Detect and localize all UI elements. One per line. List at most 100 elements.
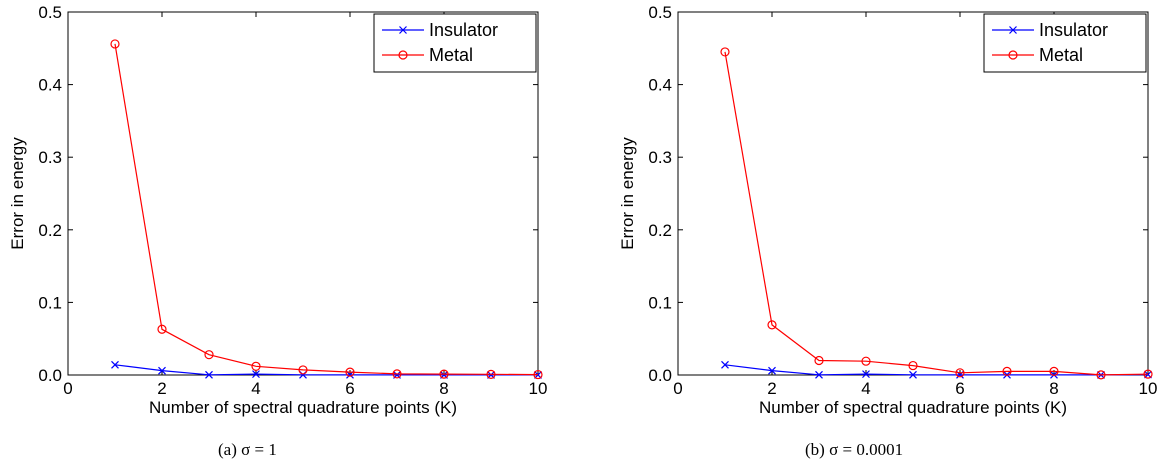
data-point	[111, 360, 119, 369]
marker-stroke	[158, 366, 166, 375]
data-point	[158, 366, 166, 375]
data-point	[767, 320, 777, 330]
marker-stroke	[299, 370, 307, 379]
data-point	[721, 360, 729, 369]
series-insulator	[721, 360, 1152, 379]
y-tick-label: 0.1	[38, 293, 62, 312]
data-point	[252, 370, 260, 379]
caption-right: (b) σ = 0.0001	[805, 440, 904, 459]
x-tick-label: 4	[251, 379, 260, 398]
legend-marker	[398, 50, 408, 60]
x-tick-label: 4	[861, 379, 870, 398]
series-metal	[720, 47, 1153, 380]
series-line	[724, 51, 1149, 376]
series-line	[114, 43, 539, 376]
y-tick-label: 0.3	[38, 148, 62, 167]
marker-stroke	[768, 366, 776, 375]
data-point	[862, 370, 870, 379]
y-tick-label: 0.5	[38, 3, 62, 22]
x-tick-label: 8	[1049, 379, 1058, 398]
data-point	[908, 360, 918, 371]
x-tick-label: 10	[529, 379, 548, 398]
y-tick-label: 0.2	[38, 221, 62, 240]
data-point	[205, 370, 213, 379]
marker-stroke	[721, 360, 729, 369]
y-tick-label: 0.0	[648, 366, 672, 385]
legend: Insulator Metal	[983, 13, 1147, 73]
legend: Insulator Metal	[373, 13, 537, 73]
y-axis-label: Error in energy	[618, 137, 637, 250]
marker-stroke	[205, 370, 213, 379]
data-point	[534, 371, 542, 379]
series-line	[114, 364, 538, 376]
legend-item-metal: Metal	[382, 45, 473, 65]
data-point	[533, 369, 543, 380]
legend-label: Insulator	[1039, 20, 1108, 40]
x-axis-label: Number of spectral quadrature points (K)	[149, 398, 457, 417]
y-tick-label: 0.3	[648, 148, 672, 167]
y-tick-label: 0.4	[38, 76, 62, 95]
series-metal	[110, 39, 543, 380]
y-axis-label: Error in energy	[8, 137, 27, 250]
data-point	[768, 366, 776, 375]
marker-stroke	[909, 370, 917, 379]
data-point	[157, 324, 167, 334]
legend-item-insulator: Insulator	[992, 20, 1108, 40]
marker-stroke	[252, 370, 260, 379]
data-point	[1143, 369, 1153, 379]
marker-stroke	[111, 360, 119, 369]
series-insulator	[111, 360, 542, 379]
legend-label: Metal	[429, 45, 473, 65]
y-tick-label: 0.2	[648, 221, 672, 240]
x-tick-label: 2	[157, 379, 166, 398]
legend-item-insulator: Insulator	[382, 20, 498, 40]
legend-item-metal: Metal	[992, 45, 1083, 65]
x-tick-label: 6	[955, 379, 964, 398]
data-point	[861, 356, 871, 366]
data-point	[299, 370, 307, 379]
caption-left: (a) σ = 1	[218, 440, 277, 459]
legend-box	[373, 13, 537, 73]
y-tick-label: 0.1	[648, 293, 672, 312]
data-point	[1096, 370, 1106, 380]
legend-label: Metal	[1039, 45, 1083, 65]
y-tick-label: 0.4	[648, 76, 672, 95]
data-point	[486, 369, 496, 379]
data-point	[955, 368, 965, 378]
data-point	[1049, 366, 1059, 376]
chart-1: 0 2 4 6 8 10 0.0 0.1 0.2 0.3 0.4 0.5 Number of spect…	[618, 3, 1157, 417]
x-tick-label: 2	[767, 379, 776, 398]
data-point	[909, 370, 917, 379]
series-line	[724, 364, 1149, 376]
data-point	[204, 350, 214, 360]
y-tick-label: 0.0	[38, 366, 62, 385]
legend-box	[983, 13, 1147, 73]
figure-svg: 0 2 4 6 8 10 0.0 0.1 0.2 0.3 0.4 0.5 Number of spect…	[8, 3, 1157, 417]
data-point	[439, 369, 449, 379]
x-axis-label: Number of spectral quadrature points (K)	[759, 398, 1067, 417]
data-point	[814, 355, 824, 366]
data-point	[720, 47, 730, 57]
x-tick-label: 0	[673, 379, 682, 398]
y-tick-label: 0.5	[648, 3, 672, 22]
data-point	[110, 39, 120, 49]
legend-marker	[1009, 26, 1017, 34]
marker-stroke	[534, 371, 542, 379]
legend-marker	[399, 26, 407, 34]
x-tick-label: 0	[63, 379, 72, 398]
data-point	[392, 369, 402, 379]
data-point	[1002, 366, 1012, 376]
x-tick-label: 10	[1139, 379, 1158, 398]
data-point	[251, 361, 261, 371]
data-point	[815, 370, 823, 379]
data-point	[298, 365, 308, 375]
chart-0: 0 2 4 6 8 10 0.0 0.1 0.2 0.3 0.4 0.5 Number of spect…	[8, 3, 547, 417]
data-point	[345, 367, 355, 377]
x-tick-label: 6	[345, 379, 354, 398]
legend-marker	[1008, 50, 1018, 60]
marker-stroke	[815, 370, 823, 379]
x-tick-label: 8	[439, 379, 448, 398]
marker-stroke	[862, 370, 870, 379]
legend-label: Insulator	[429, 20, 498, 40]
